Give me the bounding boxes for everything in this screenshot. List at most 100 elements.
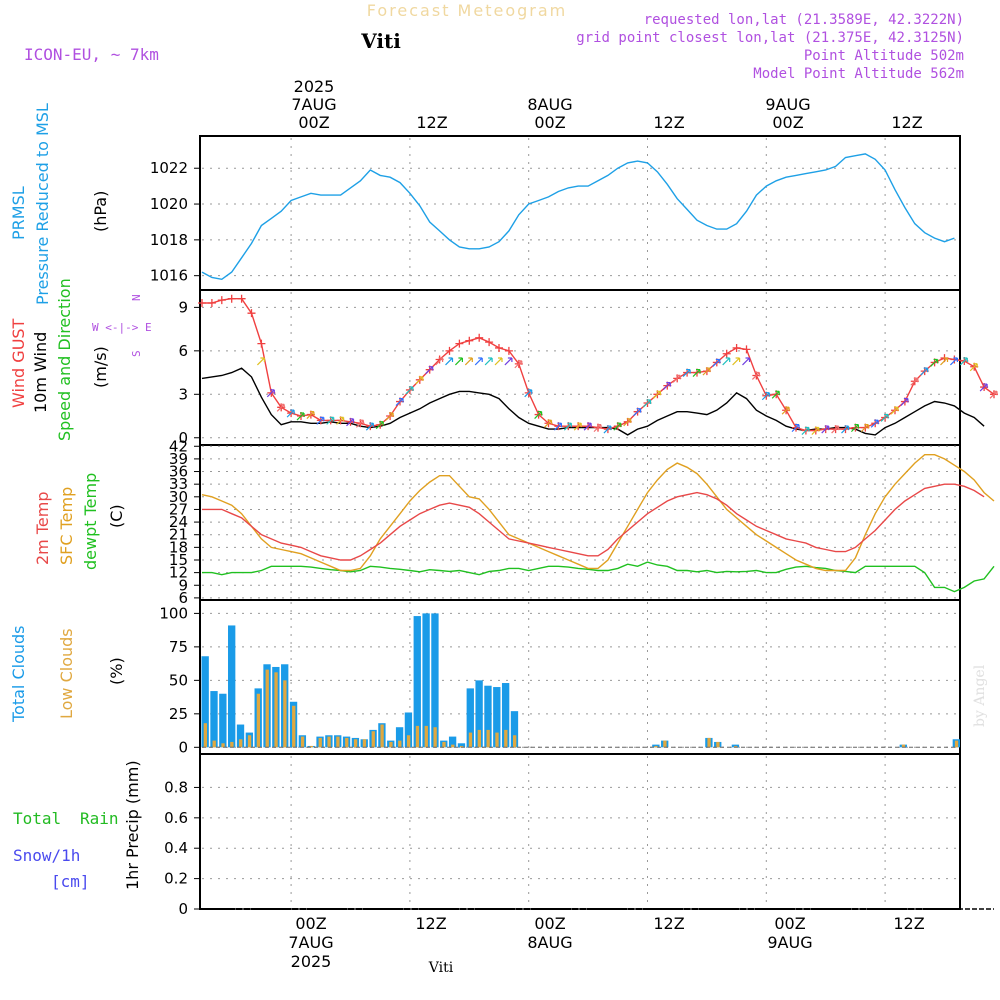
total-clouds-bar (431, 613, 439, 748)
low-clouds-bar (716, 741, 720, 748)
low-clouds-bar (336, 736, 340, 748)
low-clouds-bar (733, 745, 738, 748)
total-clouds-bar (448, 736, 457, 748)
total-clouds-label: Total Clouds (9, 626, 28, 724)
requested-coords: requested lon,lat (21.3589E, 42.3222N) (644, 12, 964, 28)
wind-direction-arrow (643, 399, 652, 408)
bottom-time-axis: 00Z 7AUG 2025 12Z 00Z 8AUG 12Z 00Z 9AUG … (288, 914, 924, 971)
gust-label: Wind GUST (9, 318, 28, 408)
wind-direction-arrow (296, 412, 305, 421)
pressure-line (201, 153, 955, 281)
wind-direction-arrow (910, 377, 919, 386)
low-clouds-bar (495, 732, 499, 748)
top-time-axis: 2025 7AUG 00Z 12Z 8AUG 00Z 12Z 9AUG 00Z … (291, 77, 922, 132)
low-clouds-bar (459, 745, 464, 748)
model-altitude: Model Point Altitude 562m (753, 66, 964, 82)
wind-direction-arrow (890, 406, 899, 415)
precip-panel-frame (199, 753, 961, 910)
low-clouds-bar (221, 743, 225, 748)
wind-direction-arrow (900, 397, 909, 406)
low-clouds-bar (707, 737, 711, 748)
gust-marker (207, 299, 216, 308)
total-clouds-bar (219, 693, 227, 748)
low-clouds-bar (477, 729, 481, 748)
low-clouds-bar (380, 724, 384, 748)
wind-dir-label: Speed and Direction (55, 278, 74, 441)
wind-direction-arrow (949, 357, 958, 366)
wind-direction-arrow (454, 357, 463, 366)
y-tick-label: 0 (178, 429, 188, 447)
point-altitude: Point Altitude 502m (804, 48, 964, 64)
gust-marker (247, 309, 256, 318)
low-clouds-bar (353, 739, 358, 748)
wind-direction-arrow (692, 368, 701, 377)
low-clouds-bar (300, 736, 305, 748)
wind-direction-arrow (870, 419, 879, 428)
wind-direction-arrow (316, 416, 325, 425)
gust-marker (455, 339, 464, 348)
total-clouds-bar (501, 683, 510, 748)
gust-marker (732, 343, 741, 352)
temperature-labels: 2m Temp SFC Temp dewpt Temp (C) (33, 473, 126, 570)
wind-direction-arrow (256, 357, 265, 366)
gust-marker (485, 338, 494, 347)
bottom-tick-label: 00Z (295, 914, 326, 933)
y-tick-label: 18 (169, 538, 188, 556)
wind-direction-arrow (771, 390, 780, 399)
low-clouds-bar (954, 740, 959, 748)
precip-unit: 1hr Precip (mm) (123, 760, 142, 890)
wind-direction-arrow (494, 357, 503, 366)
low-clouds-bar (504, 729, 508, 748)
temp-2m-line (202, 483, 985, 561)
low-clouds-bar (486, 729, 490, 748)
y-tick-label: 0.6 (164, 809, 188, 827)
cloud-unit: (%) (107, 657, 126, 685)
total-clouds-bar (457, 743, 466, 748)
y-tick-label: 6 (178, 589, 188, 607)
top-tick-label: 12Z (653, 113, 684, 132)
low-clouds-bar (362, 739, 367, 748)
total-clouds-bar (210, 691, 218, 748)
wind-direction-arrow (445, 357, 454, 366)
bottom-tick-label: 2025 (291, 952, 332, 971)
y-tick-label: 0 (178, 738, 188, 756)
y-tick-label: 1022 (150, 159, 188, 177)
y-tick-label: 27 (169, 500, 188, 518)
low-clouds-bar (389, 741, 393, 748)
wind-direction-arrow (484, 357, 493, 366)
wind-direction-arrow (514, 360, 523, 369)
gust-marker (465, 336, 474, 345)
y-tick-label: 1016 (150, 267, 188, 285)
wind-direction-arrow (286, 409, 295, 418)
wind-direction-arrow (940, 357, 949, 366)
bottom-tick-label: 8AUG (527, 933, 572, 952)
top-tick-label: 00Z (534, 113, 565, 132)
wind-panel-frame (199, 289, 961, 446)
top-tick-label: 12Z (416, 113, 447, 132)
low-clouds-bar (442, 741, 446, 748)
wind-direction-arrow (524, 389, 533, 398)
y-tick-label: 21 (169, 526, 188, 544)
low-clouds-bar (274, 672, 278, 748)
wind-direction-arrow (781, 406, 790, 415)
wind-direction-arrow (593, 424, 602, 433)
wind10m-label: 10m Wind (31, 332, 50, 413)
low-clouds-bar (513, 735, 517, 748)
low-clouds-label: Low Clouds (57, 628, 76, 719)
total-clouds-bar (510, 711, 519, 748)
wind-direction-arrow (989, 390, 998, 399)
temp-unit: (C) (107, 504, 126, 528)
top-tick-label: 9AUG (765, 95, 810, 114)
wind-direction-arrow (860, 424, 869, 433)
wind-direction-arrow (435, 357, 444, 366)
low-clouds-bar (239, 739, 243, 748)
total-label: Total (13, 809, 61, 828)
wind-direction-arrow (959, 357, 968, 366)
wind-direction-arrow (385, 412, 394, 421)
y-tick-label: 36 (169, 463, 188, 481)
wind-direction-arrow (722, 357, 731, 366)
gust-line (202, 298, 995, 432)
low-clouds-bar (327, 736, 331, 748)
temp2m-label: 2m Temp (33, 492, 52, 566)
